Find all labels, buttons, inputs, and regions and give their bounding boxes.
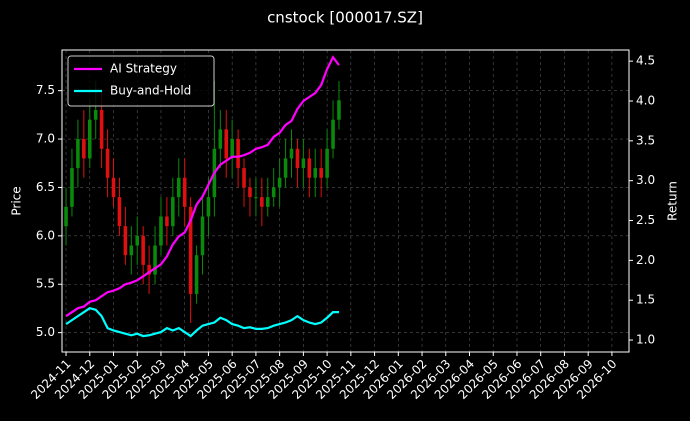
legend-box (67, 55, 215, 107)
candle-body (283, 158, 288, 178)
candle-body (153, 245, 157, 275)
candle-body (218, 129, 223, 149)
candle-body (230, 139, 234, 159)
candle-body (301, 158, 306, 169)
y2-tick-label: 1.0 (636, 333, 655, 347)
candle-body (165, 216, 169, 227)
candle-body (82, 139, 86, 159)
candle-body (295, 148, 300, 169)
candle-body (242, 168, 246, 188)
y2-tick-label: 4.5 (636, 54, 655, 68)
candle-body (271, 187, 276, 198)
candle-body (70, 168, 74, 207)
y2-axis-label: Return (666, 181, 680, 221)
candle-body (129, 245, 134, 256)
y-axis-label: Price (10, 186, 24, 215)
y-tick-label: 5.0 (36, 325, 55, 339)
candle-body (254, 197, 258, 199)
y2-tick-label: 3.5 (636, 133, 655, 147)
legend-label: AI Strategy (110, 62, 177, 76)
candle-body (260, 197, 264, 207)
candle-body (64, 206, 68, 227)
candle-body (277, 177, 282, 188)
candle-body (325, 148, 329, 178)
candle-body (135, 235, 140, 246)
candle-body (182, 177, 187, 207)
candle-body (87, 119, 92, 159)
candle-body (171, 197, 175, 227)
y2-tick-label: 2.5 (636, 213, 655, 227)
y-tick-label: 5.5 (36, 277, 55, 291)
candle-body (289, 148, 294, 159)
y-tick-label: 6.5 (36, 180, 55, 194)
candle-body (337, 100, 341, 120)
candle-body (224, 129, 229, 159)
candle-body (76, 139, 80, 169)
y-tick-label: 7.0 (36, 132, 55, 146)
y2-tick-label: 3.0 (636, 173, 655, 187)
candle-body (99, 110, 104, 149)
candle-body (265, 197, 270, 207)
y2-tick-label: 1.5 (636, 293, 655, 307)
candle-body (147, 264, 151, 275)
candle-body (176, 177, 181, 198)
y-tick-label: 7.5 (36, 83, 55, 97)
y2-tick-label: 2.0 (636, 253, 655, 267)
legend-label: Buy-and-Hold (110, 84, 191, 98)
candle-body (248, 187, 252, 198)
candle-body (206, 197, 211, 217)
y-tick-label: 6.0 (36, 228, 55, 242)
candle-body (141, 235, 145, 265)
candle-body (123, 226, 128, 256)
candle-body (313, 168, 318, 178)
candle-body (93, 110, 98, 120)
plot-frame (61, 49, 630, 353)
series-line (65, 55, 340, 318)
candle-body (236, 139, 240, 169)
candle-body (319, 168, 323, 178)
candle-body (111, 177, 116, 198)
candle-body (331, 119, 335, 149)
y2-tick-label: 4.0 (636, 93, 655, 107)
candle-body (194, 255, 199, 294)
candle-body (159, 216, 163, 246)
candle-body (105, 148, 110, 178)
candle-body (307, 158, 312, 178)
series-line (65, 306, 339, 338)
chart-title: cnstock [000017.SZ] (267, 9, 423, 27)
candle-body (117, 197, 122, 227)
candle-body (200, 216, 205, 256)
candle-body (188, 206, 193, 294)
